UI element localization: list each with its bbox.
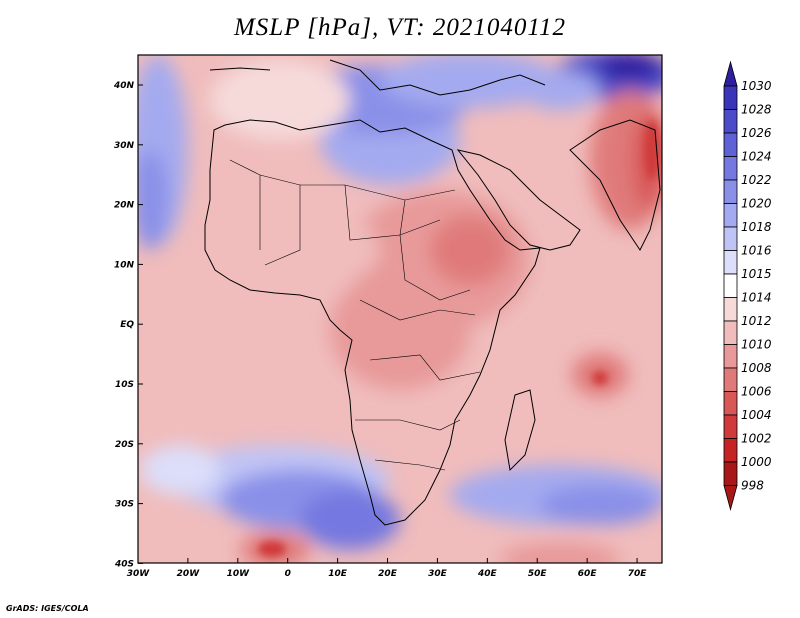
colorbar-label: 1018 [741, 220, 772, 234]
colorbar-swatch [723, 438, 738, 463]
colorbar-swatch [723, 85, 738, 110]
colorbar-label: 1006 [741, 385, 772, 399]
colorbar-label: 1024 [741, 150, 772, 164]
colorbar-label: 1026 [741, 126, 772, 140]
lon-tick-label: 20E [378, 569, 398, 579]
lat-tick-label: 20S [115, 440, 134, 450]
colorbar-label: 1020 [741, 197, 772, 211]
axes: 30W 20W 10W 0 10E 20E 30E 40E 50E 60E 70E 40N 30N 20N… [113, 81, 647, 579]
colorbar-label: 1010 [741, 338, 772, 352]
lon-tick-label: 40E [477, 569, 498, 579]
colorbar-swatch [723, 203, 738, 228]
lat-tick-label: 40S [114, 559, 134, 569]
colorbar-swatch [723, 226, 738, 251]
colorbar-swatch [723, 109, 738, 134]
lon-tick-label: 70E [628, 569, 648, 579]
colorbar-label: 1022 [741, 173, 772, 187]
lon-tick-label: 0 [285, 569, 291, 579]
lon-tick-label: 50E [528, 569, 548, 579]
colorbar-swatch [723, 320, 738, 345]
colorbar-swatch [723, 132, 738, 157]
colorbar-swatch [723, 179, 738, 204]
lon-tick-label: 10E [328, 569, 348, 579]
colorbar-arrow-bottom [723, 485, 738, 512]
colorbar-label: 1002 [741, 432, 772, 446]
colorbar-swatch [723, 391, 738, 416]
colorbar-swatch [723, 344, 738, 369]
lat-tick-label: 10N [114, 260, 135, 270]
lat-tick-label: 30S [115, 500, 134, 510]
country-borders [229, 159, 481, 471]
colorbar-swatch [723, 273, 738, 298]
colorbar-label: 1016 [741, 244, 772, 258]
lat-tick-label: 10S [115, 380, 134, 390]
lon-tick-label: 30E [428, 569, 448, 579]
colorbar-arrow-top [723, 60, 738, 87]
lon-tick-label: 30W [127, 569, 151, 579]
colorbar-label: 1000 [741, 455, 772, 469]
lat-tick-label: EQ [120, 320, 134, 330]
map-title: MSLP [hPa], VT: 2021040112 [233, 14, 567, 41]
colorbar-swatch [723, 414, 738, 439]
colorbar-label: 1030 [741, 79, 772, 93]
lon-tick-label: 20W [177, 569, 201, 579]
colorbar-swatch [723, 250, 738, 275]
coastlines [204, 59, 661, 526]
lat-tick-label: 40N [113, 81, 135, 91]
colorbar-label: 1028 [741, 103, 772, 117]
credit-label: GrADS: IGES/COLA [6, 604, 89, 613]
colorbar-label: 1004 [741, 408, 772, 422]
colorbar-swatch [723, 297, 738, 322]
lon-tick-label: 10W [227, 569, 251, 579]
colorbar-swatch [723, 461, 738, 486]
lat-tick-label: 20N [114, 201, 135, 211]
colorbar-label: 1015 [741, 267, 772, 281]
colorbar-label: 998 [741, 479, 764, 493]
pressure-field [138, 55, 662, 563]
plot-frame [137, 54, 663, 564]
colorbar: 1030 1028 1026 1024 1022 1020 1018 1016 1015 1014… [723, 60, 772, 512]
lon-tick-label: 60E [578, 569, 598, 579]
colorbar-swatch [723, 367, 738, 392]
colorbar-label: 1008 [741, 361, 772, 375]
colorbar-label: 1012 [741, 314, 772, 328]
colorbar-label: 1014 [741, 291, 772, 305]
colorbar-swatch [723, 156, 738, 181]
lat-tick-label: 30N [114, 141, 135, 151]
